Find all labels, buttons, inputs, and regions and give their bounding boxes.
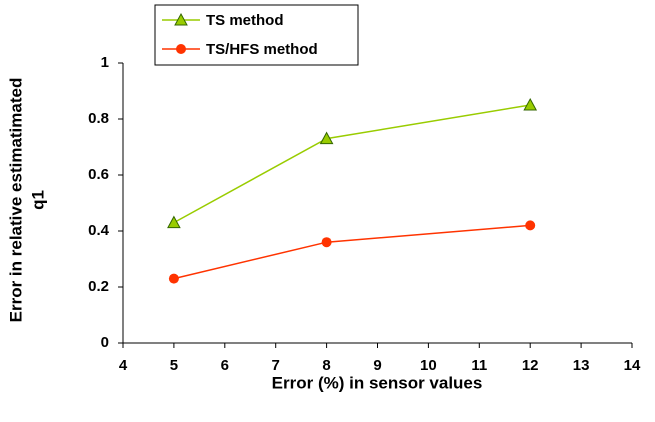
- x-tick-label: 13: [573, 357, 590, 374]
- x-tick-label: 11: [471, 357, 487, 374]
- x-tick-label: 5: [170, 357, 178, 374]
- y-tick-label: 0.2: [88, 278, 109, 295]
- y-tick-label: 0.4: [88, 222, 110, 239]
- data-point: [319, 131, 334, 145]
- data-point: [523, 97, 538, 111]
- y-tick-label: 1: [101, 54, 109, 71]
- y-tick-label: 0: [101, 334, 109, 351]
- series-line: [173, 104, 531, 224]
- x-tick-label: 12: [522, 357, 539, 374]
- series-line: [173, 224, 531, 280]
- x-tick-label: 14: [624, 357, 641, 374]
- legend-marker: [174, 12, 188, 26]
- y-axis-title-line: q1: [28, 190, 47, 210]
- y-axis-title-line: Error in relative estimatimated: [6, 78, 25, 323]
- x-tick-label: 4: [119, 357, 128, 374]
- legend-marker: [176, 44, 186, 54]
- data-point: [167, 215, 181, 229]
- legend-box: [154, 4, 359, 66]
- y-tick-label: 0.8: [88, 110, 109, 127]
- y-tick-label: 0.6: [88, 166, 109, 183]
- x-tick-label: 10: [420, 357, 437, 374]
- x-axis-title: Error (%) in sensor values: [272, 373, 483, 392]
- data-point: [168, 273, 179, 284]
- x-tick-label: 6: [221, 357, 229, 374]
- x-tick-label: 8: [322, 357, 330, 374]
- data-point: [321, 237, 332, 248]
- y-axis-title: Error in relative estimatimated q1: [6, 78, 47, 323]
- data-point: [525, 220, 536, 231]
- legend-label: TS/HFS method: [206, 41, 318, 58]
- legend-label: TS method: [206, 12, 284, 29]
- x-tick-label: 7: [272, 357, 280, 374]
- x-tick-label: 9: [373, 357, 381, 374]
